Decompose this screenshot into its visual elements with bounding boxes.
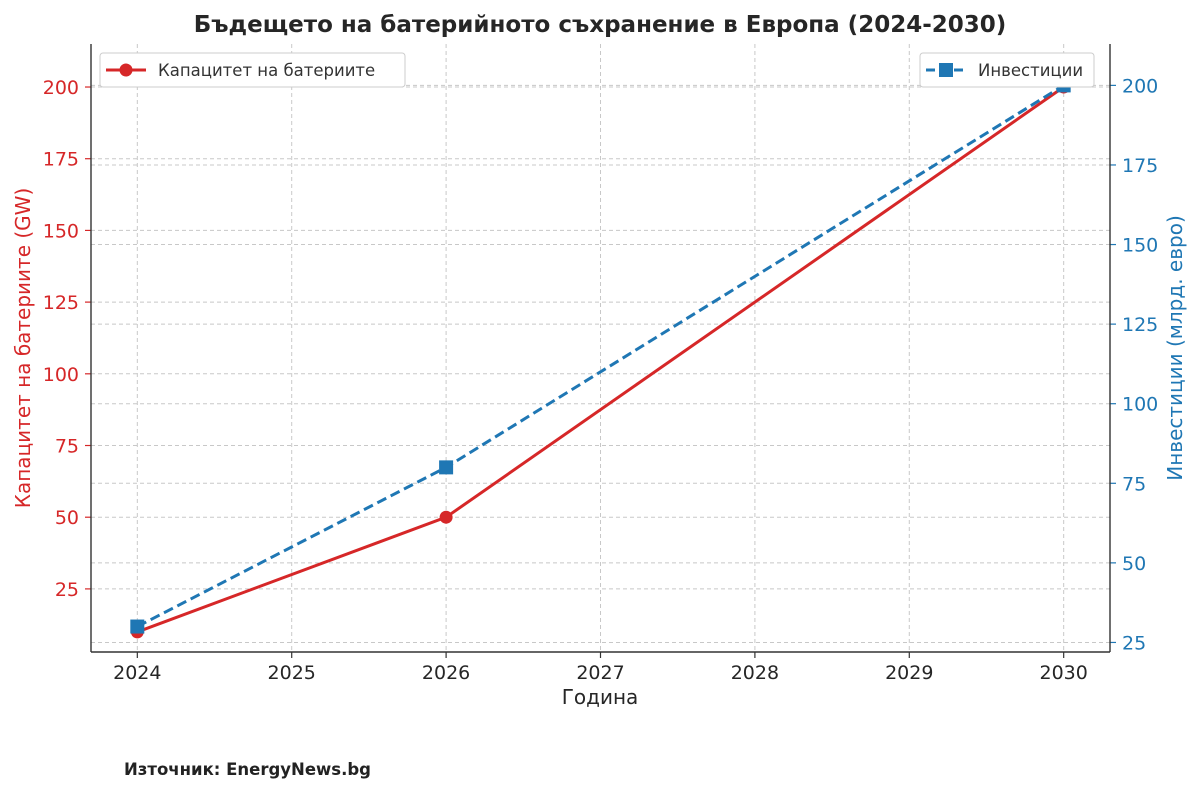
legend-right-marker: [939, 63, 953, 77]
y-right-tick-label: 75: [1122, 473, 1146, 495]
y-left-tick-label: 150: [43, 220, 79, 242]
y-left-tick-label: 25: [55, 579, 79, 601]
x-tick-label: 2028: [731, 662, 779, 684]
y-right-tick-label: 50: [1122, 553, 1146, 575]
series-layer: [130, 78, 1071, 639]
x-tick-label: 2025: [268, 662, 316, 684]
y-left-tick-label: 175: [43, 149, 79, 171]
y-right-tick-label: 100: [1122, 394, 1158, 416]
y-axis-right-label: Инвестиции (млрд. евро): [1163, 215, 1187, 480]
x-axis-label: Година: [562, 685, 639, 709]
legend-left: Капацитет на батериите: [99, 52, 406, 88]
x-tick-label: 2024: [113, 662, 161, 684]
x-tick-label: 2029: [885, 662, 933, 684]
x-tick-label: 2027: [576, 662, 624, 684]
y-left-tick-label: 75: [55, 436, 79, 458]
legend-left-label: Капацитет на батериите: [158, 61, 375, 80]
tick-labels: 2024 2025 2026 2027 2028 2029 2030 25 50 75 100 125…: [43, 75, 1159, 684]
legend-right-label: Инвестиции: [978, 61, 1083, 80]
y-left-tick-label: 200: [43, 77, 79, 99]
y-right-tick-label: 125: [1122, 314, 1158, 336]
point-marker-series-2: [130, 619, 145, 634]
chart-title: Бъдещето на батерийното съхранение в Евр…: [194, 12, 1007, 38]
x-tick-label: 2026: [422, 662, 470, 684]
y-axis-left-label: Капацитет на батериите (GW): [11, 188, 35, 508]
y-right-tick-label: 175: [1122, 155, 1158, 177]
y-right-tick-label: 25: [1122, 632, 1146, 654]
legend-right: Инвестиции: [919, 52, 1095, 88]
axes: [85, 44, 1116, 658]
y-right-tick-label: 200: [1122, 75, 1158, 97]
legend-left-box: [99, 52, 406, 88]
legend-left-marker: [119, 63, 133, 77]
y-left-tick-label: 100: [43, 364, 79, 386]
source-note: Източник: EnergyNews.bg: [124, 760, 371, 779]
point-marker-series-2: [439, 460, 454, 475]
point-marker-series-1: [439, 510, 453, 524]
y-left-tick-label: 50: [55, 507, 79, 529]
legend-right-box: [919, 52, 1095, 88]
x-tick-label: 2030: [1040, 662, 1088, 684]
y-left-tick-label: 125: [43, 292, 79, 314]
y-right-tick-label: 150: [1122, 235, 1158, 257]
grid: [91, 44, 1110, 652]
